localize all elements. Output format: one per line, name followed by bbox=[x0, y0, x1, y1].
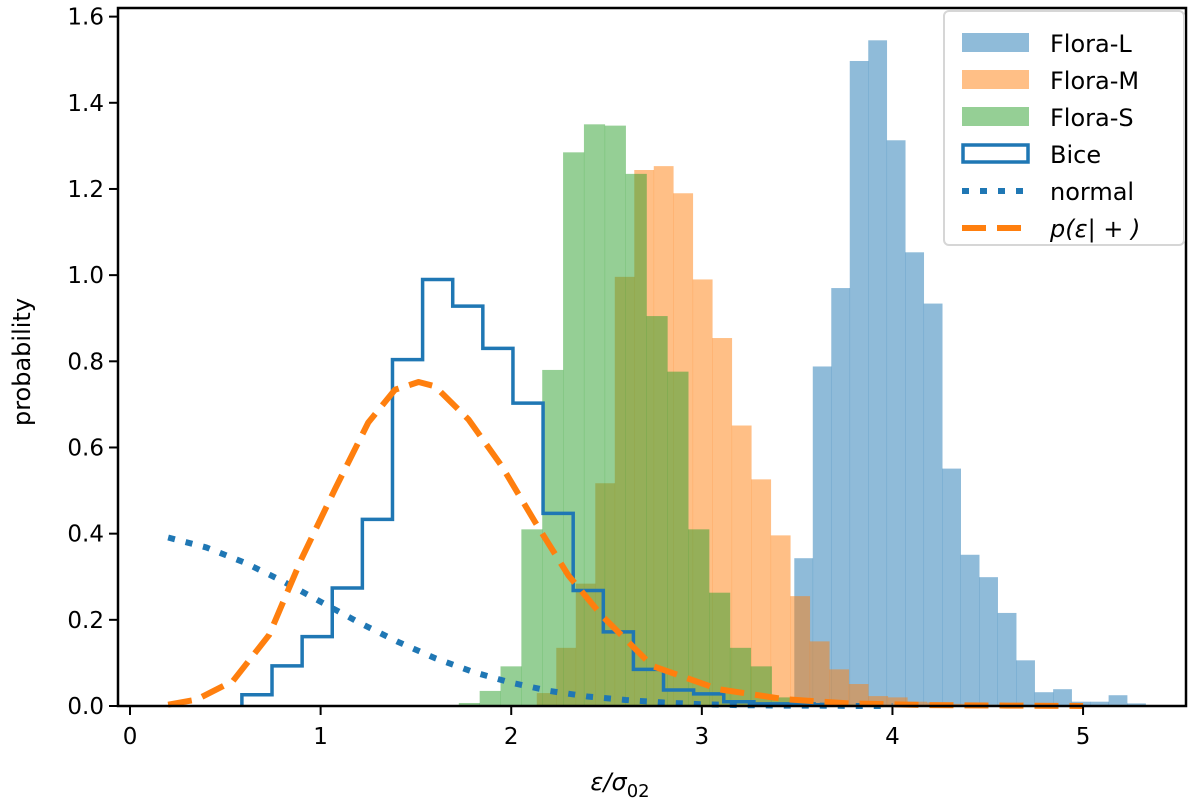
flora-l-bar bbox=[1127, 703, 1146, 706]
flora-s-bar bbox=[729, 647, 752, 706]
flora-m-bar bbox=[731, 425, 752, 706]
flora-s-bar bbox=[542, 369, 564, 706]
y-tick-label: 0.4 bbox=[67, 522, 104, 548]
flora-s-bar bbox=[771, 697, 793, 706]
legend-label-flora-m: Flora-M bbox=[1050, 67, 1139, 95]
y-tick-label: 0.0 bbox=[67, 694, 104, 720]
flora-s-bar bbox=[604, 125, 626, 707]
flora-l-bar bbox=[1016, 660, 1035, 706]
y-tick-label: 0.8 bbox=[67, 349, 104, 375]
flora-l-bar bbox=[1090, 701, 1109, 706]
flora-l-bar bbox=[1034, 692, 1054, 706]
plot-marks bbox=[167, 40, 1146, 709]
y-axis-label: probability bbox=[8, 298, 36, 426]
x-tick-label: 5 bbox=[1076, 724, 1091, 750]
flora-l-bar bbox=[905, 252, 925, 707]
flora-s-bar bbox=[479, 690, 501, 706]
y-tick-label: 1.4 bbox=[67, 91, 104, 117]
x-axis-label: ε/σ02 bbox=[590, 768, 649, 802]
legend-swatch-flora-s bbox=[962, 107, 1029, 126]
flora-m-bar bbox=[751, 479, 772, 706]
flora-m-bar bbox=[809, 641, 830, 706]
plot-frame bbox=[116, 6, 1188, 708]
legend-label-flora-s: Flora-S bbox=[1050, 104, 1134, 132]
legend-swatch-flora-m bbox=[962, 70, 1029, 89]
flora-m-bar bbox=[829, 669, 850, 706]
y-tick-label: 1.0 bbox=[67, 263, 104, 289]
flora-s-bar bbox=[709, 592, 731, 706]
flora-s-bar bbox=[521, 529, 543, 706]
flora-s-bar bbox=[500, 666, 522, 706]
x-tick-label: 3 bbox=[695, 724, 710, 750]
legend-label-bice: Bice bbox=[1050, 141, 1101, 169]
x-tick-label: 4 bbox=[885, 724, 900, 750]
x-tick-label: 0 bbox=[123, 724, 138, 750]
flora-s-bar bbox=[625, 173, 647, 707]
flora-l-bar bbox=[831, 288, 851, 706]
x-tick-label: 2 bbox=[504, 724, 519, 750]
flora-s-bar bbox=[688, 529, 710, 706]
flora-l-bar bbox=[997, 612, 1017, 706]
legend: Flora-L Flora-M Flora-S Bice normal p(ε| + ) bbox=[943, 10, 1185, 246]
flora-l-bar bbox=[1108, 695, 1128, 706]
flora-s-bar bbox=[458, 702, 480, 706]
flora-s-bar bbox=[563, 152, 585, 707]
legend-label-p: p(ε| + ) bbox=[1049, 215, 1140, 243]
y-tick-label: 1.6 bbox=[67, 5, 104, 31]
legend-frame bbox=[943, 10, 1185, 246]
y-tick-label: 1.2 bbox=[67, 177, 104, 203]
legend-swatch-bice bbox=[961, 143, 1030, 164]
flora-l-bar bbox=[942, 468, 961, 706]
flora-s-bar bbox=[667, 371, 689, 706]
flora-l-bar bbox=[886, 140, 906, 706]
flora-l-bar bbox=[923, 303, 943, 706]
legend-label-flora-l: Flora-L bbox=[1050, 30, 1132, 58]
y-tick-label: 0.6 bbox=[67, 435, 104, 461]
y-tick-label: 0.2 bbox=[67, 608, 104, 634]
flora-s-bar bbox=[583, 124, 606, 707]
bice-step-outline bbox=[240, 277, 846, 707]
flora-l-bar bbox=[812, 366, 832, 706]
flora-m-bar bbox=[790, 596, 811, 706]
legend-label-normal: normal bbox=[1050, 178, 1134, 206]
x-tick-label: 1 bbox=[313, 724, 328, 750]
flora-l-bar bbox=[960, 554, 980, 706]
flora-l-bar bbox=[979, 577, 998, 706]
flora-m-bar bbox=[770, 535, 791, 706]
flora-s-bar bbox=[646, 316, 668, 706]
axes: 0 1 2 3 4 5 0.0 0.2 0.4 0.6 0.8 1.0 1.2 1.4 1.6 bbox=[67, 5, 1188, 750]
flora-l-bar bbox=[868, 40, 888, 706]
legend-swatch-flora-l bbox=[962, 33, 1029, 52]
flora-l-bar bbox=[1053, 689, 1072, 706]
flora-l-bar bbox=[849, 60, 869, 707]
flora-m-bar bbox=[848, 684, 869, 706]
